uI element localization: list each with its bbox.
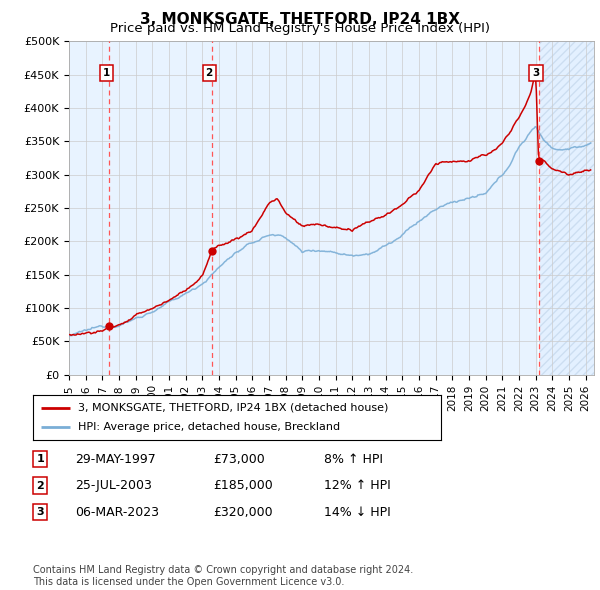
Text: 3: 3 [37, 507, 44, 517]
Text: 1: 1 [37, 454, 44, 464]
Text: 29-MAY-1997: 29-MAY-1997 [75, 453, 156, 466]
Text: 8% ↑ HPI: 8% ↑ HPI [324, 453, 383, 466]
Text: £320,000: £320,000 [213, 506, 272, 519]
Text: 25-JUL-2003: 25-JUL-2003 [75, 479, 152, 492]
Bar [212, 41, 538, 375]
Bar [539, 41, 594, 375]
Bar [109, 41, 212, 375]
Text: 14% ↓ HPI: 14% ↓ HPI [324, 506, 391, 519]
Text: 3: 3 [532, 68, 539, 78]
Text: 2: 2 [206, 68, 213, 78]
Text: Contains HM Land Registry data © Crown copyright and database right 2024.
This d: Contains HM Land Registry data © Crown c… [33, 565, 413, 587]
Text: HPI: Average price, detached house, Breckland: HPI: Average price, detached house, Brec… [78, 422, 340, 432]
Text: £185,000: £185,000 [213, 479, 273, 492]
Text: 3, MONKSGATE, THETFORD, IP24 1BX: 3, MONKSGATE, THETFORD, IP24 1BX [140, 12, 460, 27]
Text: 12% ↑ HPI: 12% ↑ HPI [324, 479, 391, 492]
Bar [69, 41, 109, 375]
Text: Price paid vs. HM Land Registry's House Price Index (HPI): Price paid vs. HM Land Registry's House … [110, 22, 490, 35]
Bar [539, 41, 594, 375]
Text: 1: 1 [103, 68, 110, 78]
Text: 3, MONKSGATE, THETFORD, IP24 1BX (detached house): 3, MONKSGATE, THETFORD, IP24 1BX (detach… [78, 403, 388, 412]
Text: 2: 2 [37, 481, 44, 490]
Text: 06-MAR-2023: 06-MAR-2023 [75, 506, 159, 519]
Text: £73,000: £73,000 [213, 453, 265, 466]
